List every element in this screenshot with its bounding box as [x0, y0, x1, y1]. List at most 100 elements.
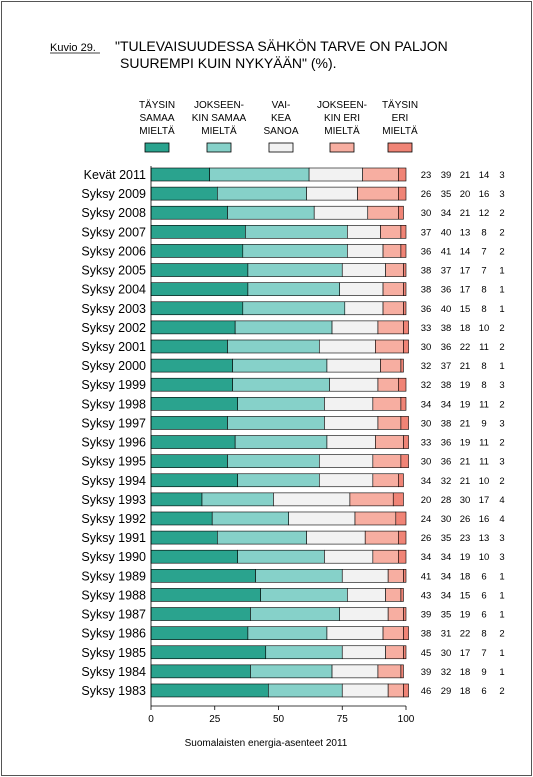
value-label: 11 [479, 438, 489, 449]
bar-segment [329, 377, 379, 392]
legend-label-0-2: MIELTÄ [139, 125, 175, 137]
value-label: 1 [499, 590, 504, 601]
bar-segment [232, 358, 328, 373]
bar-segment [403, 569, 407, 583]
value-label: 19 [460, 399, 471, 410]
value-label: 40 [441, 304, 452, 315]
value-label: 20 [460, 189, 471, 200]
value-label: 38 [421, 266, 432, 277]
value-label: 17 [479, 495, 490, 506]
value-label: 6 [481, 610, 486, 621]
value-label: 22 [460, 629, 471, 640]
value-label: 17 [460, 285, 471, 296]
bar-segment [400, 244, 407, 258]
bar-segment [150, 454, 228, 468]
value-label: 21 [460, 170, 471, 181]
value-label: 13 [479, 533, 490, 544]
category-label: Syksy 1999 [81, 378, 146, 392]
value-label: 23 [460, 533, 471, 544]
category-label: Syksy 1998 [81, 397, 146, 411]
value-label: 36 [441, 342, 452, 353]
value-label: 12 [479, 208, 490, 219]
bar-segment [403, 263, 407, 277]
bar-segment [150, 664, 251, 679]
value-label: 9 [481, 667, 486, 678]
bar-segment [387, 683, 404, 698]
bar-segment [400, 588, 404, 602]
value-label: 39 [421, 610, 432, 621]
category-label: Syksy 1986 [81, 627, 146, 641]
value-label: 4 [499, 514, 504, 525]
value-label: 21 [460, 457, 471, 468]
value-label: 10 [479, 323, 490, 334]
bar-segment [398, 205, 404, 220]
value-label: 32 [441, 667, 452, 678]
bar-segment [318, 454, 374, 468]
bar-segment [385, 263, 404, 277]
value-label: 8 [481, 304, 486, 315]
legend-swatch-4 [387, 142, 413, 153]
bar-segment [398, 377, 407, 392]
category-label: Syksy 2007 [81, 225, 146, 239]
category-label: Kevät 2011 [84, 168, 146, 182]
value-label: 21 [460, 208, 471, 219]
value-label: 7 [481, 246, 486, 257]
value-label: 8 [481, 227, 486, 238]
value-label: 3 [499, 380, 504, 391]
value-label: 36 [421, 246, 432, 257]
bar-segment [387, 569, 404, 583]
legend-label-1-2: MIELTÄ [201, 125, 237, 137]
bar-segment [318, 473, 374, 488]
value-label: 1 [499, 304, 504, 315]
bar-segment [237, 473, 320, 488]
value-label: 18 [460, 686, 471, 697]
bar-segment [308, 167, 363, 182]
bar-segment [398, 186, 407, 201]
bar-segment [347, 244, 384, 258]
category-label: Syksy 2004 [81, 283, 146, 297]
bar-segment [150, 492, 203, 507]
value-label: 24 [421, 514, 432, 525]
bar-segment [344, 301, 384, 316]
category-label: Syksy 1990 [81, 550, 146, 564]
value-label: 17 [460, 266, 471, 277]
bar-segment [255, 569, 343, 583]
bar-segment [306, 186, 358, 201]
bar-segment [395, 511, 407, 526]
value-label: 2 [499, 629, 504, 640]
bar-segment [227, 339, 320, 354]
bar-segment [331, 664, 379, 679]
value-label: 11 [479, 342, 489, 353]
value-label: 34 [421, 399, 432, 410]
bar-segment [150, 607, 251, 621]
value-label: 40 [441, 227, 452, 238]
bar-segment [403, 301, 407, 316]
value-label: 28 [441, 495, 452, 506]
bar-segment [400, 454, 409, 468]
value-label: 3 [499, 418, 504, 429]
legend-label-4-0: TÄYSIN [382, 99, 418, 111]
bar-segment [372, 454, 402, 468]
bar-segment [237, 549, 325, 564]
value-label: 10 [479, 476, 490, 487]
bar-segment [339, 607, 389, 621]
category-label: Syksy 1992 [81, 512, 146, 526]
value-label: 7 [481, 266, 486, 277]
value-label: 9 [481, 418, 486, 429]
bar-segment [400, 664, 404, 679]
value-label: 38 [441, 323, 452, 334]
value-label: 35 [441, 189, 452, 200]
legend-label-4-2: MIELTÄ [382, 125, 418, 137]
bar-segment [372, 549, 399, 564]
value-label: 2 [499, 342, 504, 353]
bar-segment [341, 683, 389, 698]
bar-segment [273, 492, 351, 507]
category-label: Syksy 1993 [81, 493, 146, 507]
bar-segment [150, 511, 213, 526]
value-label: 1 [499, 648, 504, 659]
bar-segment [364, 530, 399, 545]
bar-segment [232, 377, 330, 392]
value-label: 15 [460, 304, 471, 315]
